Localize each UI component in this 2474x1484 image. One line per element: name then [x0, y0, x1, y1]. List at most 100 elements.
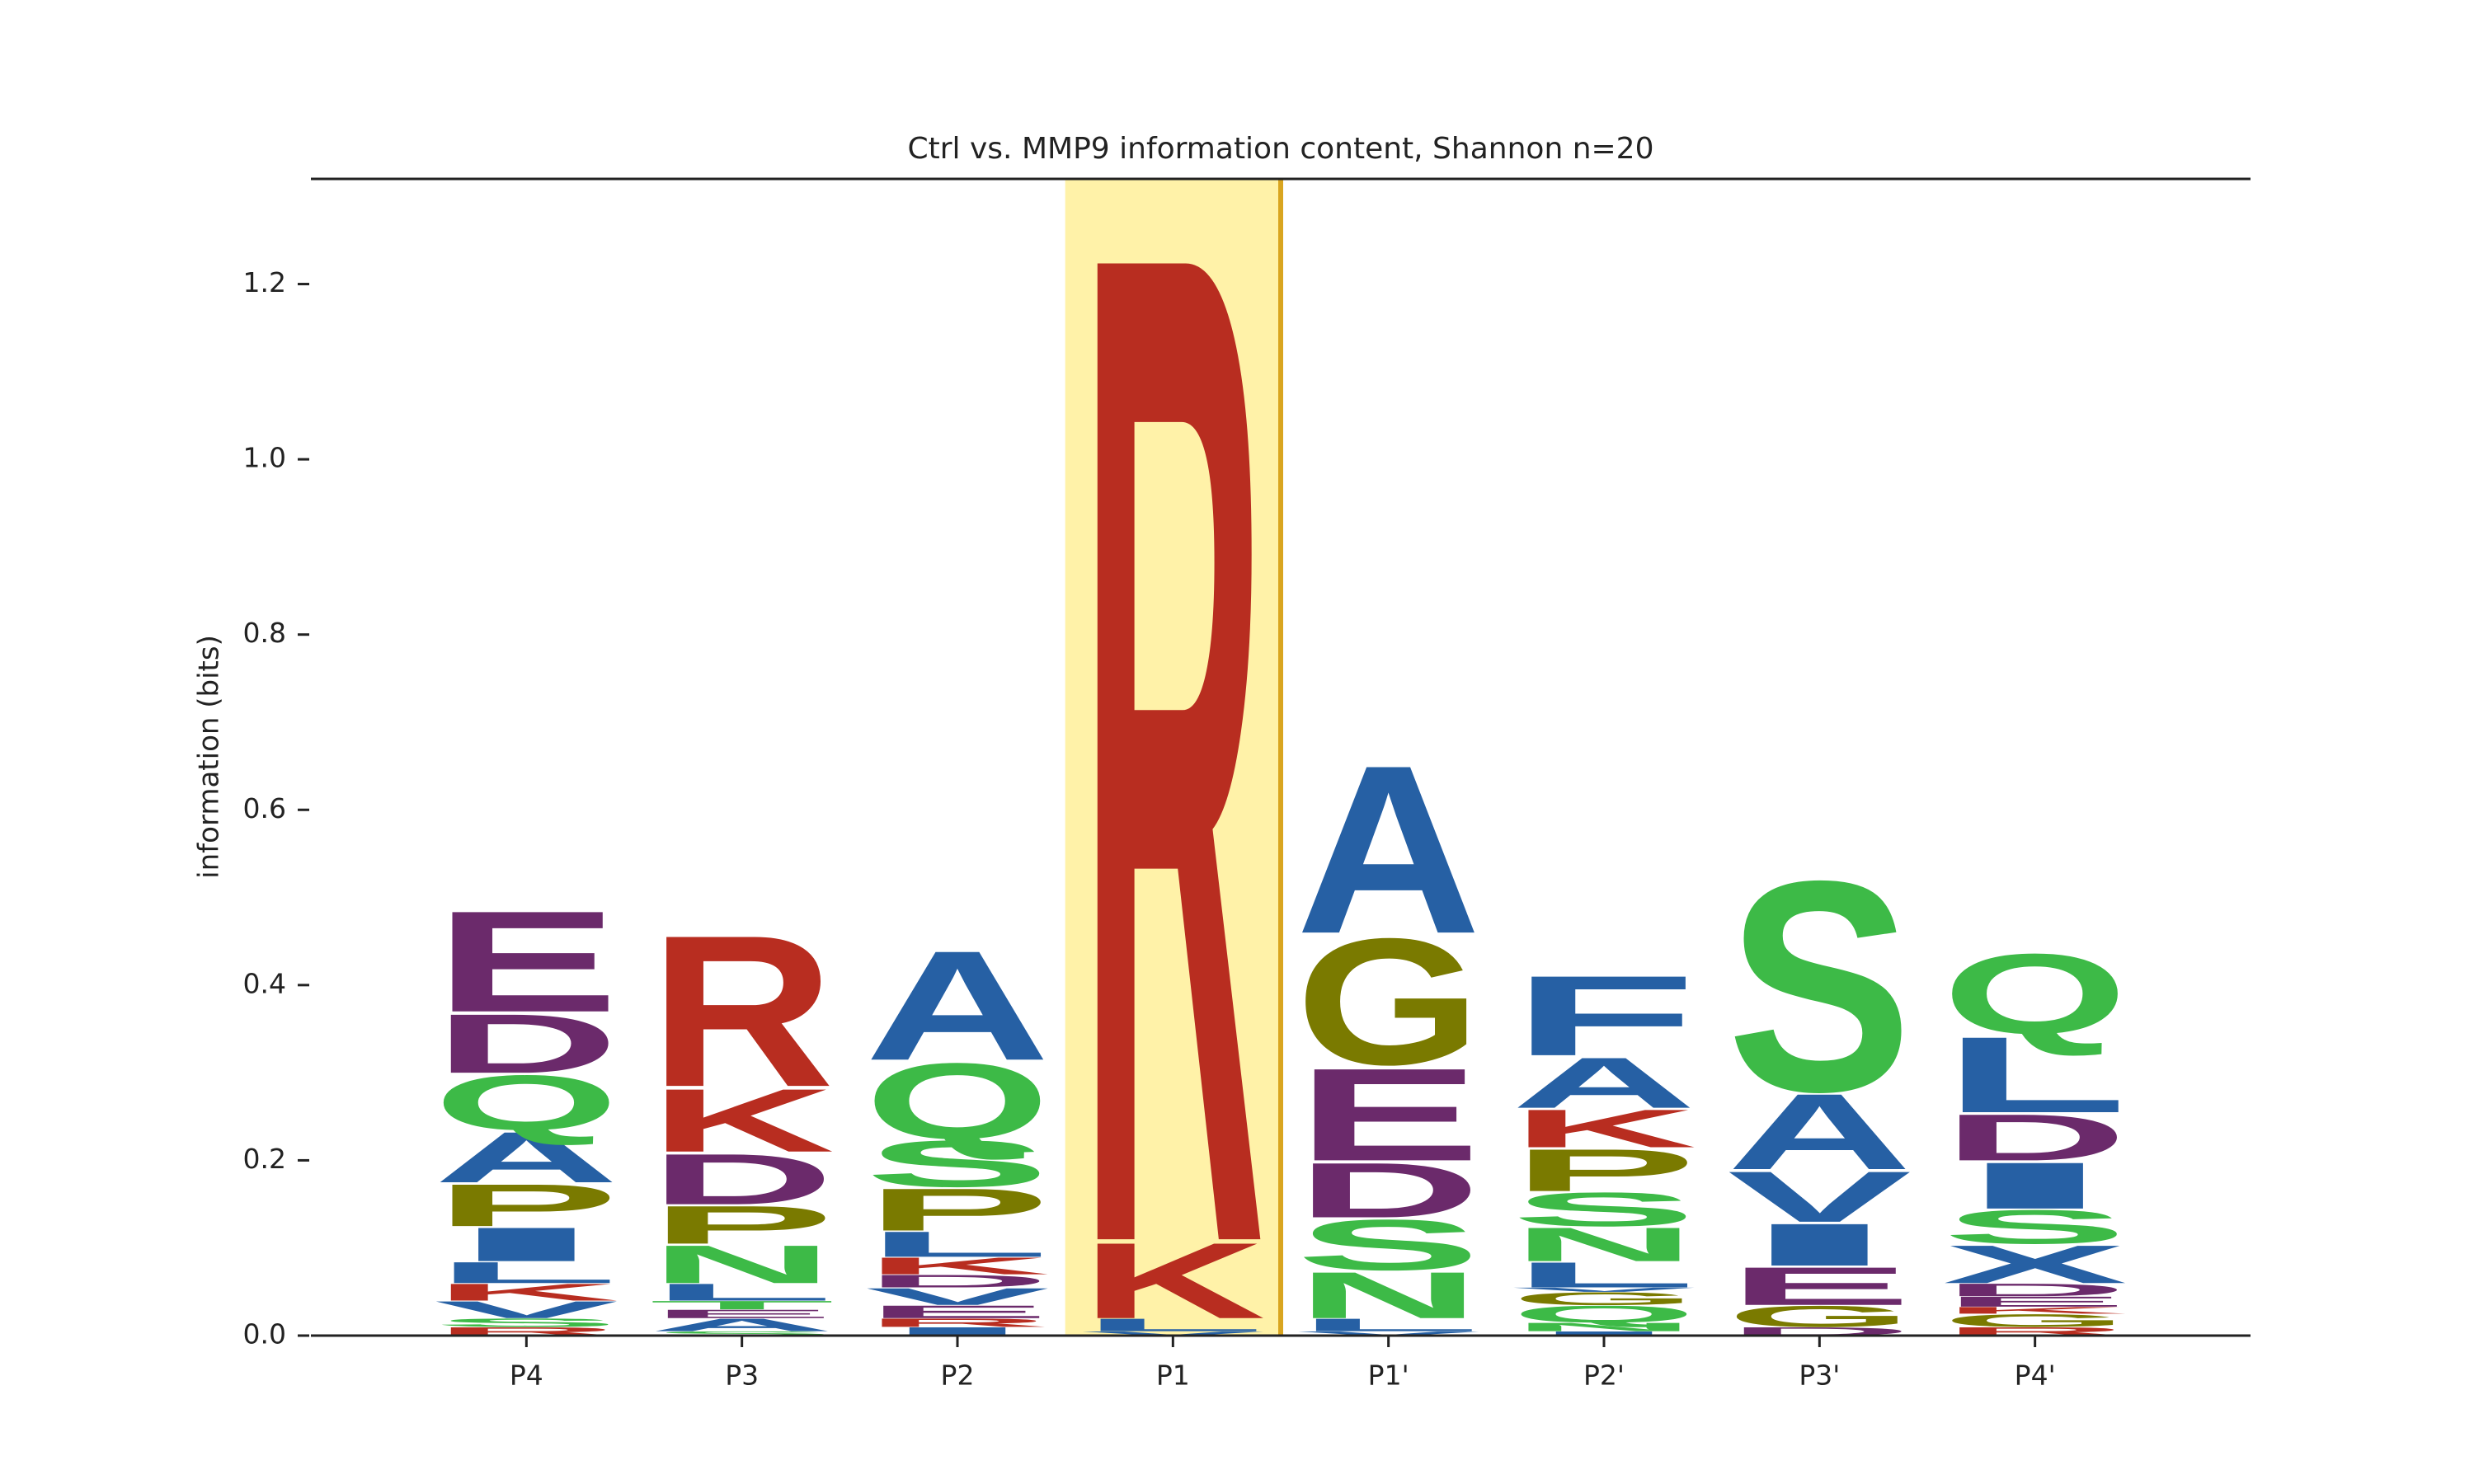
logo-letter-group: E	[1296, 1040, 1481, 1188]
logo-letter-group: I	[434, 1218, 619, 1271]
logo-letter-group: D	[1942, 1280, 2128, 1299]
logo-letter: V	[1512, 1286, 1696, 1293]
logo-letter: L	[1080, 1315, 1266, 1335]
logo-letter: L	[649, 1279, 835, 1306]
logo-letter-group: R	[865, 1316, 1051, 1329]
logo-letter-group: D	[434, 997, 619, 1091]
y-tick-label: 0.8	[243, 617, 286, 649]
logo-letter-group: K	[1080, 1220, 1266, 1341]
logo-letter: L	[865, 1224, 1051, 1265]
x-tick-label: P2	[941, 1360, 975, 1392]
logo-letter-group: E	[865, 1302, 1051, 1322]
logo-letter: D	[865, 1271, 1051, 1291]
logo-letter-group: V	[1296, 1330, 1481, 1336]
logo-letter: V	[434, 1296, 618, 1323]
logo-letter-group: N	[649, 1234, 835, 1295]
x-tick-label: P4	[510, 1360, 543, 1392]
logo-letter: R	[1080, 0, 1266, 1484]
logo-letter: G	[1727, 1299, 1912, 1333]
logo-letter: A	[1727, 1071, 1912, 1192]
logo-letter: L	[1296, 1315, 1481, 1335]
logo-letter-group: E	[1727, 1256, 1912, 1317]
y-tick-label: 1.2	[243, 266, 286, 298]
logo-letter-group: G	[1942, 1311, 2128, 1331]
logo-letter-group: N	[1512, 1321, 1697, 1334]
logo-letter-group: A	[649, 1315, 835, 1335]
logo-letter: Q	[865, 1040, 1051, 1162]
logo-letter-group: K	[1942, 1305, 2128, 1316]
logo-letter: K	[434, 1279, 619, 1306]
logo-letter: D	[1942, 1280, 2128, 1299]
logo-letter: I	[434, 1218, 619, 1271]
logo-letter-group: A	[1512, 1043, 1697, 1124]
logo-letter-group: R	[649, 890, 835, 1132]
logo-letter-group: K	[865, 1252, 1051, 1280]
logo-letter-group: N	[1296, 1258, 1481, 1332]
logo-letter: S	[1727, 819, 1912, 1154]
logo-letter-group: G	[1512, 1289, 1697, 1308]
logo-letter: E	[1296, 1040, 1481, 1188]
logo-letter: X	[1942, 1234, 2128, 1294]
logo-letter-group: Q	[434, 1059, 619, 1146]
logo-letter-group: S	[1296, 1205, 1481, 1285]
logo-letter-group: K	[1512, 1098, 1697, 1159]
x-tick-label: P4'	[2015, 1360, 2056, 1392]
logo-letter: S	[434, 1316, 619, 1329]
logo-letter: D	[434, 997, 619, 1091]
logo-letter: A	[649, 1315, 835, 1335]
logo-letter: K	[1512, 1098, 1697, 1159]
logo-letter: V	[1727, 1157, 1912, 1237]
x-tick-label: P1	[1156, 1360, 1190, 1392]
logo-letter-group: K	[434, 1279, 619, 1306]
logo-letter-group: S	[1727, 819, 1912, 1154]
highlight-band	[1065, 179, 1281, 1336]
logo-letter-group: L	[1512, 1255, 1697, 1295]
logo-letter-group: L	[434, 1256, 619, 1289]
logo-letter: P	[865, 1176, 1051, 1243]
logo-letter-group: V	[1512, 1286, 1696, 1293]
logo-letter: P	[1512, 1137, 1697, 1205]
y-tick-label: 0.6	[243, 792, 286, 824]
logo-letter: E	[649, 1308, 835, 1321]
logo-letter: A	[434, 1117, 619, 1198]
logo-letter-group: I	[1942, 1148, 2128, 1223]
logo-letter: K	[865, 1252, 1051, 1280]
logo-letter-group: P	[865, 1176, 1051, 1243]
logo-letter-group: P	[649, 1195, 835, 1255]
logo-letter-group: Q	[1512, 1301, 1697, 1328]
logo-letter: N	[1512, 1218, 1697, 1271]
logo-letter: V	[1296, 1330, 1481, 1336]
logo-letter: I	[1512, 1330, 1697, 1336]
logo-letter: L	[434, 1256, 619, 1289]
logo-letter: V	[1080, 1330, 1265, 1336]
x-tick-label: P1'	[1368, 1360, 1409, 1392]
logo-letter-group: L	[649, 1279, 835, 1306]
logo-letter: D	[1942, 1101, 2128, 1175]
logo-letter-group: G	[1727, 1299, 1912, 1333]
logo-letter-group: N	[1512, 1218, 1697, 1271]
logo-letter-group: D	[865, 1271, 1051, 1291]
logo-letter: E	[1727, 1256, 1912, 1317]
logo-letter-group: V	[434, 1296, 618, 1323]
logo-letter: L	[1942, 1014, 2128, 1135]
logo-letter: A	[865, 918, 1051, 1093]
logo-letter: E	[434, 881, 619, 1042]
logo-letter: F	[1512, 951, 1697, 1079]
logo-letter: S	[1296, 1205, 1481, 1285]
logo-letter: A	[1296, 715, 1481, 984]
logo-letter: G	[1296, 901, 1481, 1102]
logo-letter-group: S	[434, 1316, 619, 1329]
logo-letter: S	[865, 1127, 1051, 1201]
logo-letter: R	[649, 890, 835, 1132]
logo-letter: G	[1512, 1289, 1697, 1308]
y-tick-label: 1.0	[243, 442, 286, 474]
logo-letter-group: A	[865, 918, 1051, 1093]
logo-letter: I	[1727, 1211, 1912, 1279]
y-axis-label: information (bits)	[193, 635, 226, 879]
logo-letter: S	[649, 1330, 835, 1336]
logo-letter: D	[1296, 1147, 1481, 1234]
logo-letter-group: E	[649, 1308, 835, 1321]
x-tick-label: P2'	[1583, 1360, 1625, 1392]
